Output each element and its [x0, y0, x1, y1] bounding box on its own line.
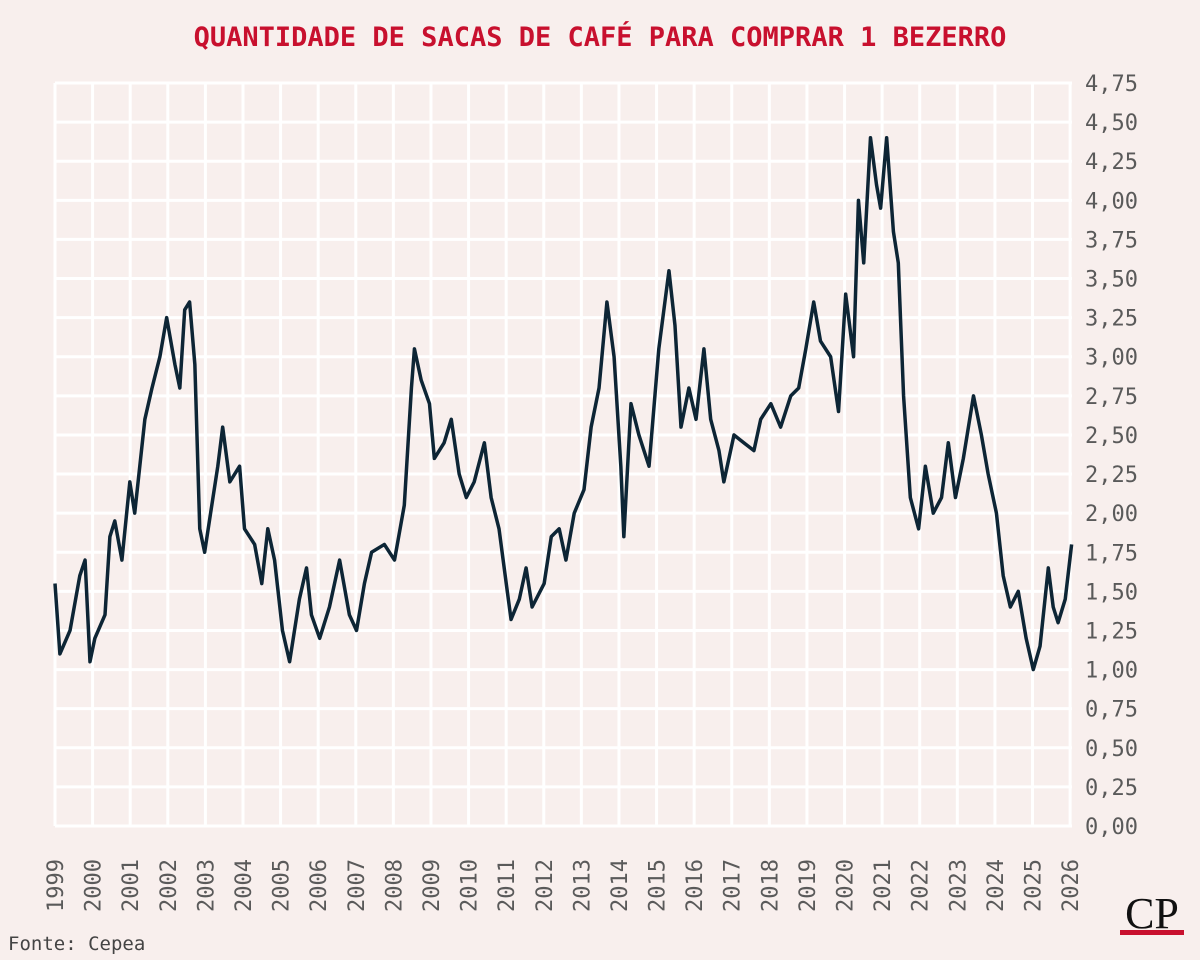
x-tick-label: 2013 [570, 859, 595, 912]
y-tick-label: 3,00 [1085, 346, 1138, 371]
x-tick-label: 2019 [796, 859, 821, 912]
y-tick-label: 0,25 [1085, 776, 1138, 801]
x-tick-label: 2005 [270, 859, 295, 912]
x-tick-label: 2009 [420, 859, 445, 912]
y-tick-label: 4,25 [1085, 150, 1138, 175]
x-tick-label: 2011 [495, 859, 520, 912]
x-tick-label: 2025 [1022, 859, 1047, 912]
x-tick-label: 2022 [909, 859, 934, 912]
x-tick-label: 2023 [946, 859, 971, 912]
y-tick-label: 1,00 [1085, 659, 1138, 684]
x-tick-label: 2016 [683, 859, 708, 912]
data-line [53, 136, 1074, 672]
source-note: Fonte: Cepea [8, 933, 145, 955]
chart-title: QUANTIDADE DE SACAS DE CAFÉ PARA COMPRAR… [194, 21, 1007, 53]
x-tick-label: 2010 [458, 859, 483, 912]
x-tick-label: 2002 [157, 859, 182, 912]
y-tick-label: 2,75 [1085, 385, 1138, 410]
x-tick-label: 2015 [646, 859, 671, 912]
x-tick-label: 2004 [232, 859, 257, 912]
x-tick-label: 2021 [871, 859, 896, 912]
x-tick-label: 2007 [345, 859, 370, 912]
x-tick-label: 2018 [758, 859, 783, 912]
x-tick-label: 2014 [608, 859, 633, 912]
logo-underline [1120, 930, 1184, 935]
x-tick-label: 2024 [984, 859, 1009, 912]
x-tick-label: 2000 [82, 859, 107, 912]
y-tick-label: 0,50 [1085, 737, 1138, 762]
y-tick-label: 4,00 [1085, 189, 1138, 214]
y-tick-label: 4,75 [1085, 72, 1138, 97]
x-tick-label: 2006 [307, 859, 332, 912]
x-tick-label: 2001 [119, 859, 144, 912]
y-tick-label: 1,50 [1085, 580, 1138, 605]
x-tick-label: 2020 [834, 859, 859, 912]
y-tick-label: 1,75 [1085, 541, 1138, 566]
y-tick-label: 3,50 [1085, 268, 1138, 293]
y-tick-label: 3,25 [1085, 307, 1138, 332]
y-tick-label: 3,75 [1085, 228, 1138, 253]
x-tick-label: 2026 [1059, 859, 1084, 912]
logo: CP [1125, 889, 1179, 938]
x-tick-label: 2008 [382, 859, 407, 912]
x-tick-label: 2017 [721, 859, 746, 912]
x-tick-label: 1999 [44, 859, 69, 912]
y-tick-label: 1,25 [1085, 619, 1138, 644]
x-tick-label: 2003 [194, 859, 219, 912]
y-tick-label: 0,75 [1085, 698, 1138, 723]
y-tick-label: 2,50 [1085, 424, 1138, 449]
x-tick-label: 2012 [533, 859, 558, 912]
y-tick-label: 4,50 [1085, 111, 1138, 136]
y-tick-label: 2,00 [1085, 502, 1138, 527]
y-tick-label: 0,00 [1085, 815, 1138, 840]
y-tick-label: 2,25 [1085, 463, 1138, 488]
